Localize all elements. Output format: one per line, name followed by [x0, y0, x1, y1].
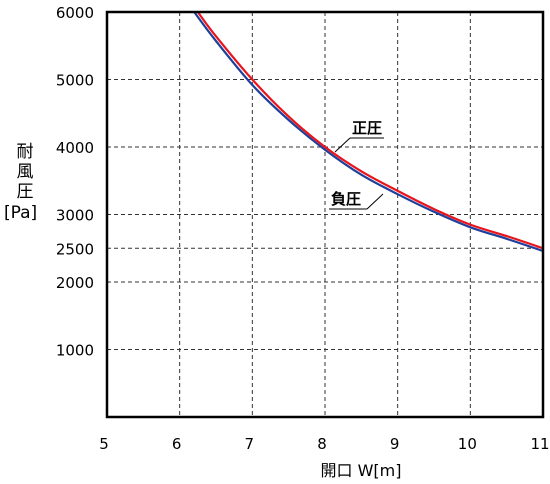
x-tick-label: 11	[530, 435, 549, 453]
y-tick-label: 2500	[56, 240, 94, 258]
leader-line	[366, 193, 384, 210]
series-label: 負圧	[331, 190, 361, 208]
x-tick-label: 8	[317, 435, 327, 453]
x-tick-label: 6	[172, 435, 182, 453]
y-axis-label-text: 耐風圧	[16, 142, 34, 202]
y-tick-label: 1000	[56, 342, 94, 360]
curves	[193, 11, 544, 253]
y-axis-unit: [Pa]	[4, 203, 38, 223]
series-label: 正圧	[352, 119, 382, 137]
x-tick-label: 10	[458, 435, 477, 453]
plot-frame	[105, 10, 545, 419]
series-line	[193, 11, 544, 253]
series-line	[196, 11, 544, 250]
y-tick-label: 5000	[56, 72, 94, 90]
y-tick-labels: 1000 2000 2500 3000 4000 5000 6000	[56, 4, 94, 360]
y-tick-label: 2000	[56, 274, 94, 292]
x-tick-label: 9	[390, 435, 400, 453]
x-tick-label: 7	[245, 435, 255, 453]
y-tick-label: 6000	[56, 4, 94, 22]
y-axis-label: 耐風圧	[14, 142, 36, 202]
x-axis-label: 開口 W[m]	[321, 461, 402, 480]
x-tick-labels: 5 6 7 8 9 10 11	[99, 435, 549, 453]
leader-line	[334, 137, 351, 153]
grid-lines	[107, 12, 543, 417]
x-tick-label: 5	[99, 435, 109, 453]
y-tick-label: 3000	[56, 207, 94, 225]
y-tick-label: 4000	[56, 139, 94, 157]
